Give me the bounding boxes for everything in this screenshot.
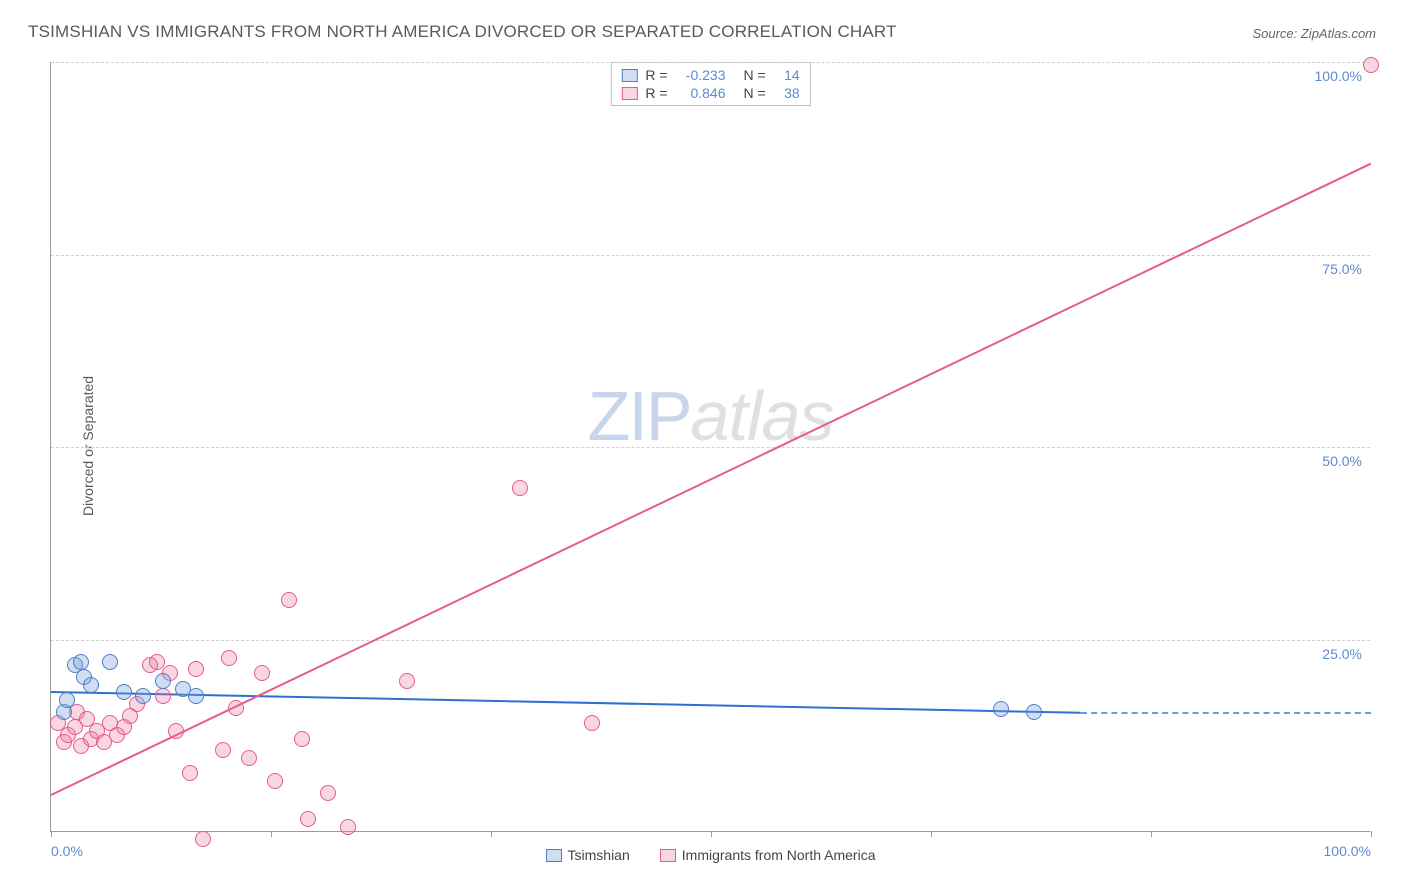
- y-tick-label: 100.0%: [1315, 68, 1362, 84]
- legend-label-tsimshian: Tsimshian: [568, 847, 630, 863]
- stats-row-tsimshian: R = -0.233 N = 14: [611, 66, 809, 84]
- data-point-immigrants: [300, 811, 316, 827]
- data-point-immigrants: [182, 765, 198, 781]
- watermark: ZIPatlas: [588, 376, 834, 456]
- data-point-tsimshian: [1026, 704, 1042, 720]
- x-tick: [1371, 831, 1372, 837]
- data-point-immigrants: [281, 592, 297, 608]
- x-tick: [491, 831, 492, 837]
- y-tick-label: 75.0%: [1322, 261, 1362, 277]
- stats-row-immigrants: R = 0.846 N = 38: [611, 84, 809, 102]
- stats-legend: R = -0.233 N = 14 R = 0.846 N = 38: [610, 62, 810, 106]
- y-tick-label: 25.0%: [1322, 646, 1362, 662]
- watermark-atlas: atlas: [691, 377, 834, 455]
- stat-r-label: R =: [645, 67, 667, 83]
- watermark-zip: ZIP: [588, 377, 691, 455]
- data-point-immigrants: [221, 650, 237, 666]
- x-tick: [271, 831, 272, 837]
- data-point-tsimshian: [102, 654, 118, 670]
- stat-r-value-immigrants: 0.846: [676, 85, 726, 101]
- legend-item-tsimshian: Tsimshian: [546, 847, 630, 863]
- legend-swatch-immigrants: [660, 849, 676, 862]
- gridline: [51, 255, 1370, 256]
- gridline: [51, 62, 1370, 63]
- data-point-tsimshian: [59, 692, 75, 708]
- data-point-immigrants: [254, 665, 270, 681]
- data-point-tsimshian: [116, 684, 132, 700]
- bottom-legend: Tsimshian Immigrants from North America: [546, 847, 876, 863]
- data-point-immigrants: [267, 773, 283, 789]
- scatter-plot-area: ZIPatlas R = -0.233 N = 14 R = 0.846 N =…: [50, 62, 1370, 832]
- legend-label-immigrants: Immigrants from North America: [682, 847, 876, 863]
- x-tick: [711, 831, 712, 837]
- stat-n-label: N =: [744, 85, 766, 101]
- data-point-immigrants: [320, 785, 336, 801]
- stat-r-value-tsimshian: -0.233: [676, 67, 726, 83]
- swatch-immigrants: [621, 87, 637, 100]
- data-point-immigrants: [228, 700, 244, 716]
- x-tick: [931, 831, 932, 837]
- gridline: [51, 447, 1370, 448]
- data-point-immigrants: [195, 831, 211, 847]
- data-point-tsimshian: [155, 673, 171, 689]
- data-point-immigrants: [155, 688, 171, 704]
- data-point-immigrants: [399, 673, 415, 689]
- data-point-immigrants: [188, 661, 204, 677]
- source-attribution: Source: ZipAtlas.com: [1252, 26, 1376, 41]
- data-point-tsimshian: [135, 688, 151, 704]
- stat-n-value-immigrants: 38: [774, 85, 800, 101]
- x-tick-label: 100.0%: [1324, 843, 1371, 859]
- stat-n-label: N =: [744, 67, 766, 83]
- x-tick: [51, 831, 52, 837]
- chart-title: TSIMSHIAN VS IMMIGRANTS FROM NORTH AMERI…: [28, 22, 897, 42]
- legend-item-immigrants: Immigrants from North America: [660, 847, 876, 863]
- legend-swatch-tsimshian: [546, 849, 562, 862]
- swatch-tsimshian: [621, 69, 637, 82]
- stat-r-label: R =: [645, 85, 667, 101]
- data-point-immigrants: [149, 654, 165, 670]
- data-point-immigrants: [215, 742, 231, 758]
- x-tick: [1151, 831, 1152, 837]
- data-point-tsimshian: [188, 688, 204, 704]
- gridline: [51, 640, 1370, 641]
- y-tick-label: 50.0%: [1322, 453, 1362, 469]
- trend-line: [51, 691, 1081, 714]
- data-point-immigrants: [241, 750, 257, 766]
- data-point-immigrants: [294, 731, 310, 747]
- data-point-tsimshian: [83, 677, 99, 693]
- x-tick-label: 0.0%: [51, 843, 83, 859]
- data-point-tsimshian: [993, 701, 1009, 717]
- data-point-tsimshian: [73, 654, 89, 670]
- data-point-immigrants: [340, 819, 356, 835]
- data-point-immigrants: [584, 715, 600, 731]
- trend-line-dashed: [1081, 712, 1371, 714]
- data-point-immigrants: [1363, 57, 1379, 73]
- data-point-immigrants: [512, 480, 528, 496]
- trend-line: [51, 162, 1372, 795]
- stat-n-value-tsimshian: 14: [774, 67, 800, 83]
- data-point-immigrants: [168, 723, 184, 739]
